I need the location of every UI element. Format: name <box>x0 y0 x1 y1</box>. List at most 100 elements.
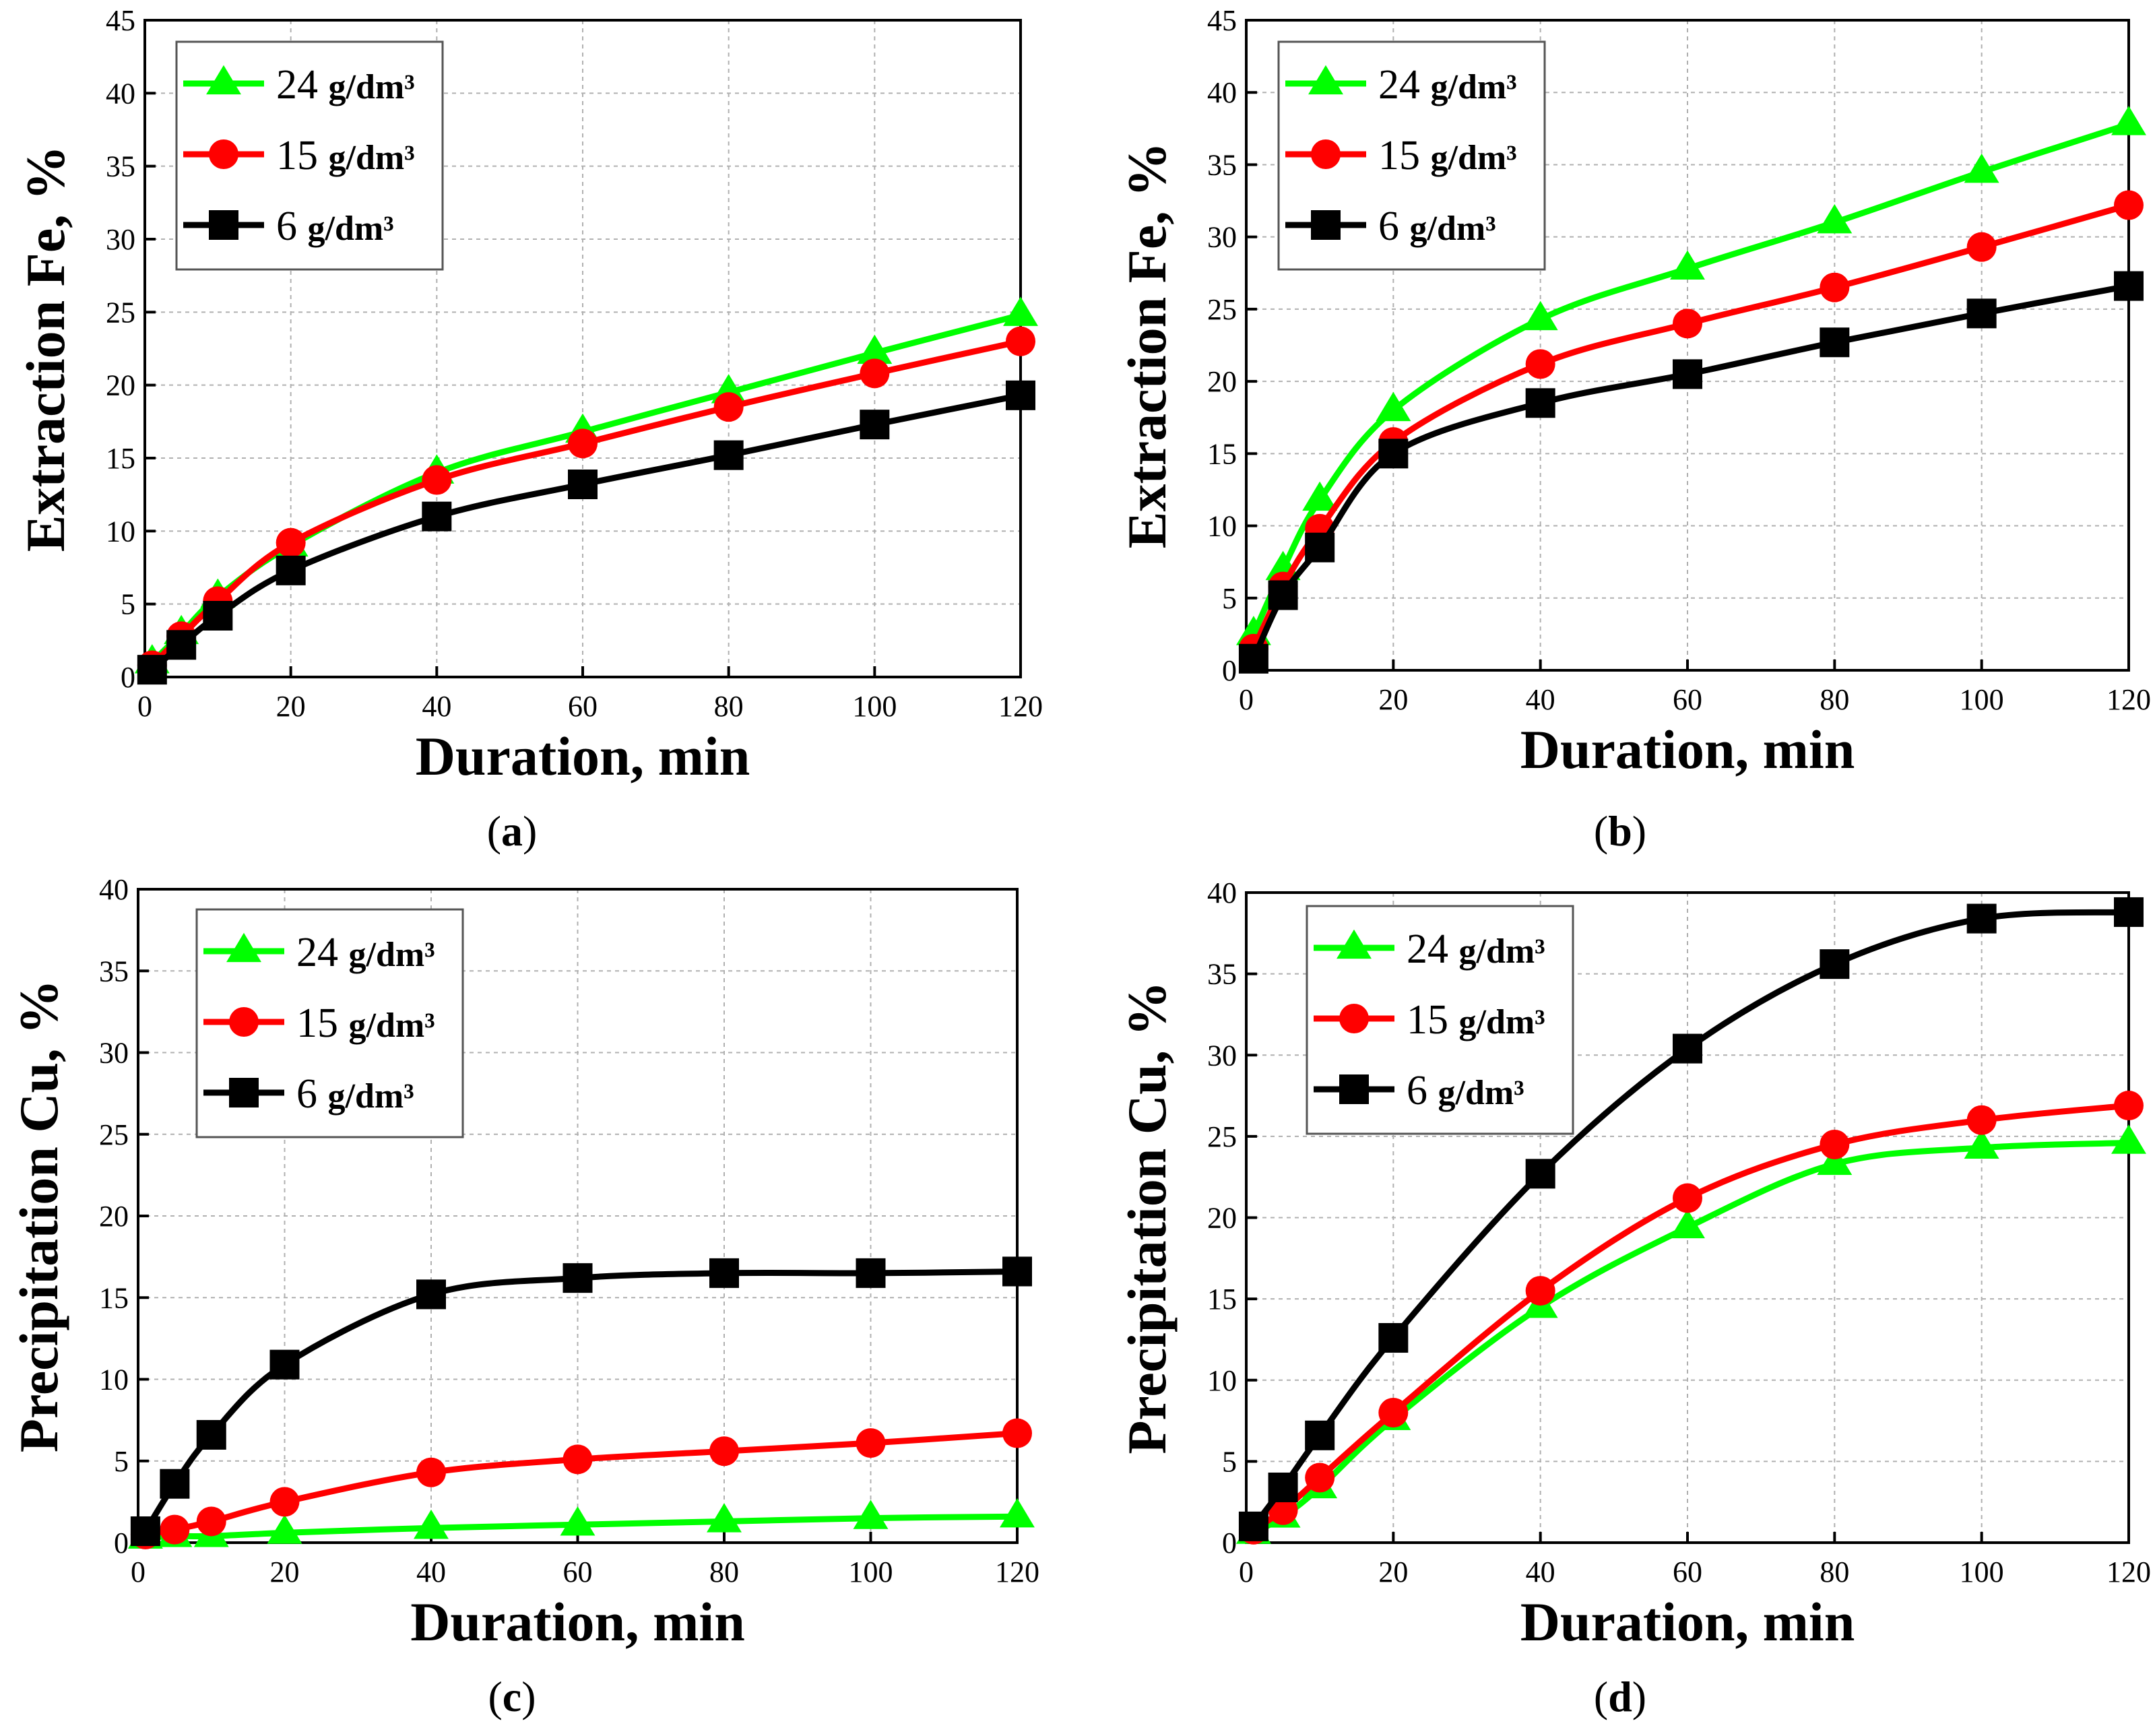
data-point-6 <box>2114 271 2144 301</box>
legend-label-6: 6 g/dm³ <box>1378 203 1496 249</box>
legend-marker-6 <box>229 1078 259 1107</box>
series-6 <box>137 380 1035 685</box>
data-point-15 <box>422 465 452 495</box>
data-point-6 <box>196 1419 226 1450</box>
legend-unit: g/dm³ <box>1459 1003 1545 1041</box>
data-point-6 <box>568 470 598 499</box>
y-axis-label: Extraction Fe, % <box>15 146 76 552</box>
data-point-6 <box>2114 897 2144 927</box>
y-tick-label: 20 <box>1207 365 1237 398</box>
series-line-6 <box>1250 283 2132 662</box>
legend-value: 6 <box>276 203 308 249</box>
legend-value: 24 <box>1378 62 1431 108</box>
data-point-6 <box>276 555 306 585</box>
legend-unit: g/dm³ <box>329 139 415 177</box>
data-point-6 <box>160 1469 190 1499</box>
series-15 <box>1238 1091 2144 1545</box>
y-tick-label: 15 <box>106 442 135 475</box>
y-tick-label: 5 <box>1222 1445 1237 1478</box>
y-tick-label: 45 <box>1207 4 1237 37</box>
y-tick-label: 20 <box>99 1200 129 1233</box>
legend-label-24: 24 g/dm³ <box>276 62 415 108</box>
data-point-6 <box>203 601 233 631</box>
series-24 <box>1235 106 2146 645</box>
legend-value: 15 <box>276 133 329 179</box>
x-tick-label: 40 <box>422 690 451 723</box>
data-point-24 <box>1003 296 1038 326</box>
data-point-6 <box>713 440 744 470</box>
data-point-15 <box>269 1487 300 1517</box>
y-tick-label: 15 <box>99 1281 129 1314</box>
legend-value: 15 <box>296 1000 349 1046</box>
x-tick-label: 20 <box>270 1555 300 1588</box>
panel-d: 0 20 40 60 80 100 1200510152025303540Duration,… <box>1116 876 2151 1721</box>
y-tick-label: 40 <box>1207 876 1237 909</box>
data-point-6 <box>166 630 197 660</box>
data-point-15 <box>160 1514 190 1545</box>
data-point-15 <box>1673 309 1702 339</box>
legend-label-6: 6 g/dm³ <box>276 203 394 249</box>
legend-label-24: 24 g/dm³ <box>296 930 435 975</box>
data-point-24 <box>414 1509 449 1539</box>
data-point-24 <box>1376 391 1411 422</box>
data-point-24 <box>1817 1145 1853 1176</box>
y-tick-label: 35 <box>99 955 129 988</box>
data-point-6 <box>709 1258 739 1288</box>
x-tick-label: 80 <box>709 1555 739 1588</box>
legend-value: 15 <box>1378 133 1431 179</box>
data-point-15 <box>1525 1276 1555 1306</box>
y-tick-label: 40 <box>106 77 135 110</box>
legend-value: 24 <box>1407 926 1459 972</box>
x-tick-label: 60 <box>568 690 598 723</box>
x-tick-label: 20 <box>1378 1555 1408 1588</box>
y-axis-label: Extraction Fe, % <box>1116 142 1178 548</box>
legend-unit: g/dm³ <box>329 68 415 106</box>
data-point-6 <box>1966 298 1997 329</box>
series-6 <box>1238 271 2144 674</box>
y-tick-label: 5 <box>1222 582 1237 615</box>
y-tick-label: 30 <box>99 1037 129 1070</box>
legend-marker-24 <box>206 65 241 95</box>
legend-unit: g/dm³ <box>328 1077 414 1116</box>
panel-c: 0 20 40 60 80 100 1200510152025303540Duration,… <box>8 873 1039 1721</box>
data-point-6 <box>1238 1511 1268 1541</box>
x-axis-label: Duration, min <box>416 726 750 787</box>
data-point-6 <box>416 1279 446 1310</box>
legend-unit: g/dm³ <box>1431 139 1517 177</box>
y-tick-label: 35 <box>106 150 135 183</box>
data-point-6 <box>856 1258 886 1288</box>
legend-value: 24 <box>276 62 329 108</box>
legend-value: 6 <box>296 1071 328 1117</box>
data-point-6 <box>1378 1323 1409 1353</box>
data-point-15 <box>416 1457 446 1487</box>
x-tick-label: 20 <box>276 690 306 723</box>
legend-marker-15 <box>1339 1004 1369 1033</box>
y-tick-label: 45 <box>106 4 135 37</box>
x-tick-label: 120 <box>998 690 1043 723</box>
data-point-24 <box>2111 106 2146 135</box>
y-tick-label: 10 <box>1207 510 1237 543</box>
data-point-6 <box>1305 1420 1335 1450</box>
data-point-24 <box>707 1503 742 1533</box>
legend-marker-24 <box>226 932 261 963</box>
y-tick-label: 20 <box>106 369 135 402</box>
y-axis-label: Precipitation Cu, % <box>1116 981 1178 1454</box>
legend-label-6: 6 g/dm³ <box>1407 1068 1524 1114</box>
data-point-24 <box>2111 1124 2146 1154</box>
data-point-24 <box>1670 1209 1705 1239</box>
data-point-24 <box>853 1500 889 1529</box>
data-point-15 <box>1525 349 1555 379</box>
data-point-6 <box>422 501 452 532</box>
x-tick-label: 60 <box>1673 1555 1702 1588</box>
data-point-15 <box>709 1436 739 1467</box>
data-point-15 <box>1820 272 1850 302</box>
x-tick-label: 0 <box>1239 683 1254 716</box>
data-point-6 <box>1238 643 1268 674</box>
legend-label-15: 15 g/dm³ <box>1407 997 1545 1043</box>
data-point-15 <box>1966 232 1997 262</box>
